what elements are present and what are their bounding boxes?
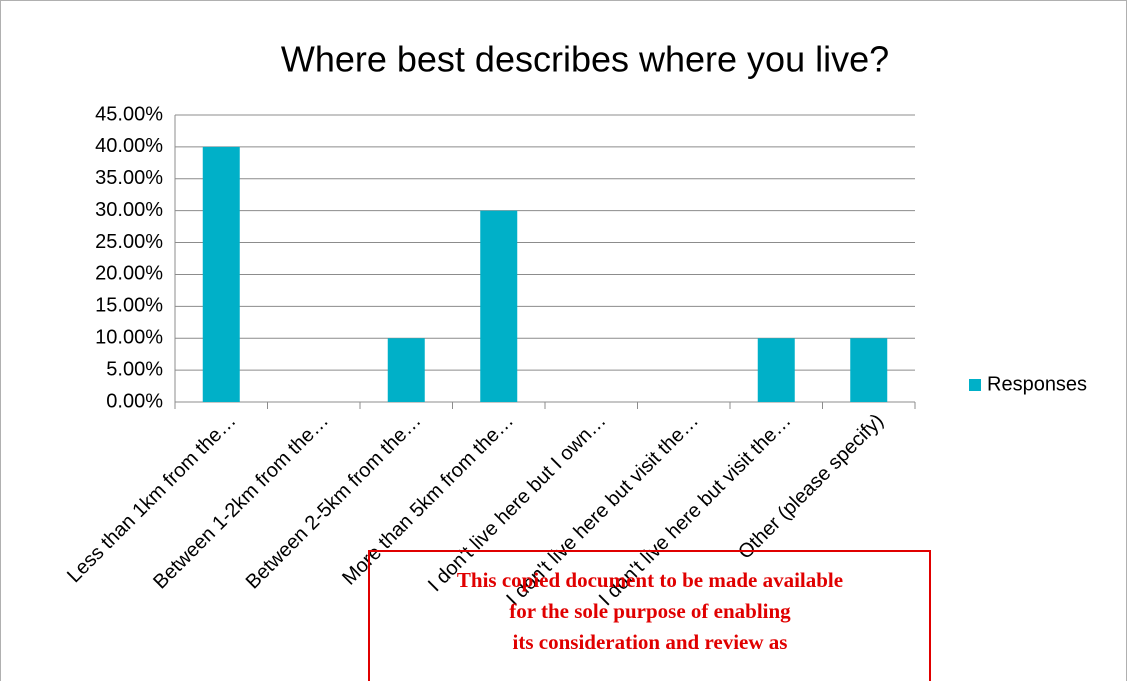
legend-swatch [969,379,981,391]
y-tick-label: 0.00% [106,390,163,412]
x-tick-label: Between 1-2km from the… [149,410,333,594]
y-tick-label: 20.00% [95,263,163,285]
bar [387,338,425,402]
y-tick-label: 10.00% [95,327,163,349]
y-tick-label: 15.00% [95,295,163,317]
notice-text: for the sole purpose of enabling [509,599,791,623]
y-tick-label: 25.00% [95,231,163,253]
y-tick-label: 45.00% [95,103,163,125]
notice-box [368,550,931,681]
bar [757,338,795,402]
bar [480,210,518,402]
bar [850,338,888,402]
y-tick-label: 35.00% [95,167,163,189]
x-tick-label: Less than 1km from the… [63,410,240,587]
x-tick-label: More than 5km from the… [338,410,518,590]
legend-label: Responses [987,373,1087,395]
y-tick-label: 30.00% [95,199,163,221]
y-tick-label: 40.00% [95,135,163,157]
y-tick-label: 5.00% [106,358,163,380]
chart-title: Where best describes where you live? [281,39,889,80]
notice-text: This copied document to be made availabl… [457,568,843,592]
bar [202,146,240,402]
notice-text: its consideration and review as [513,630,788,654]
x-tick-label: Between 2-5km from the… [242,410,426,594]
